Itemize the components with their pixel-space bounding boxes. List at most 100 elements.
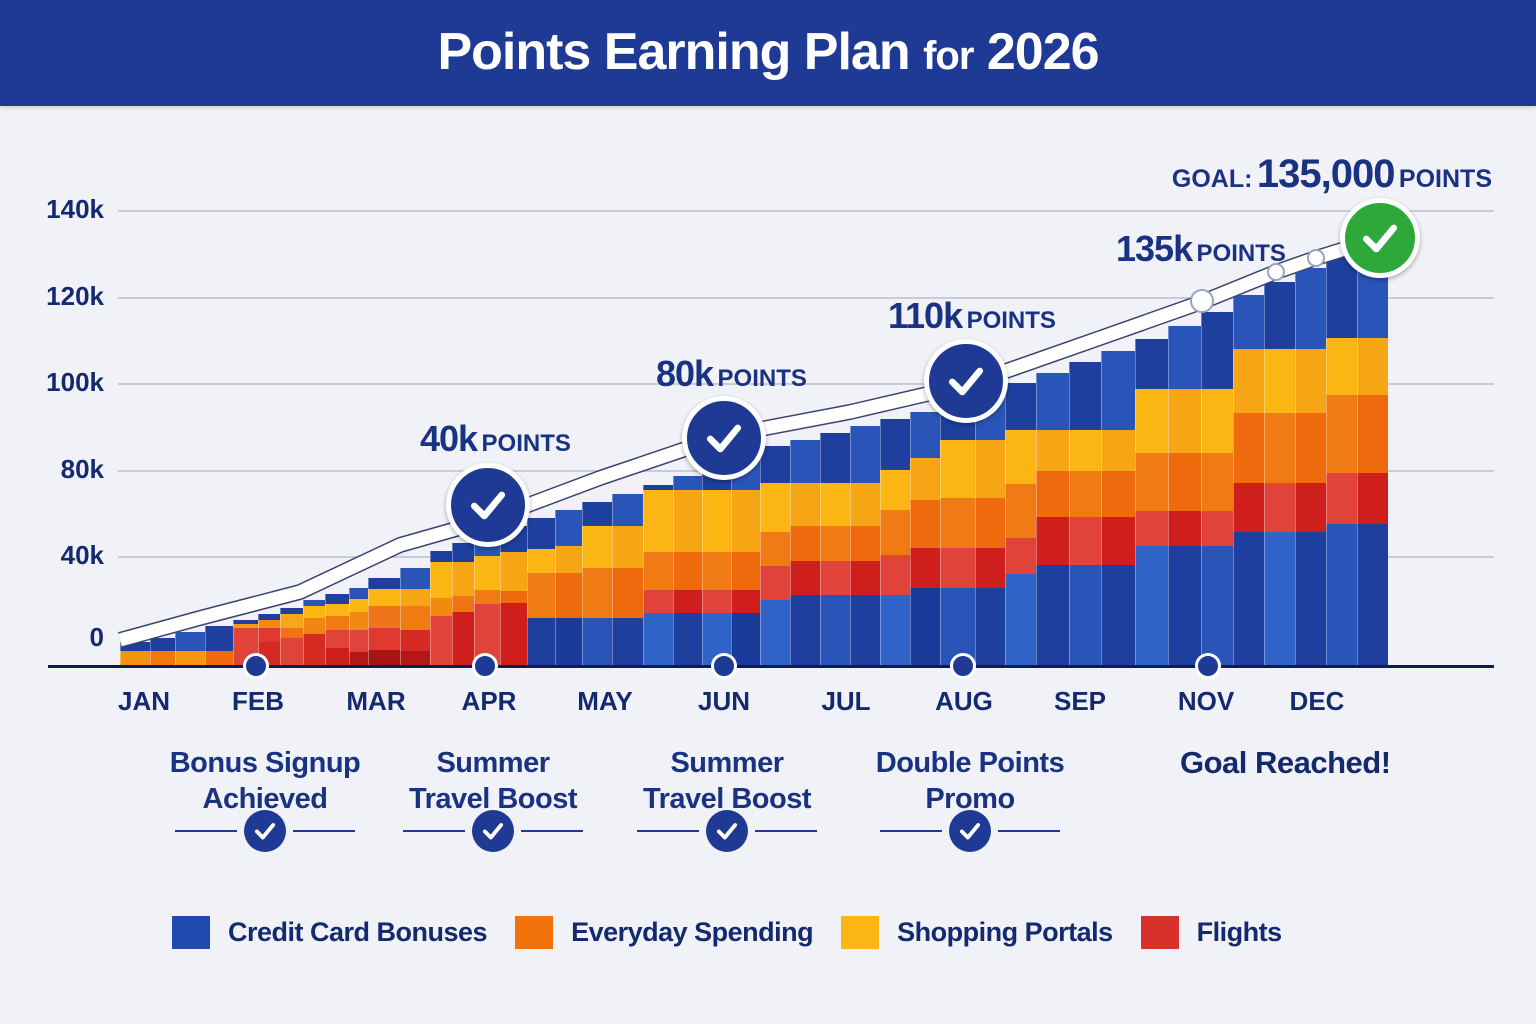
- check-circle-icon: [706, 810, 748, 852]
- event-check-marker: [403, 810, 583, 870]
- bar-segment: [527, 618, 555, 666]
- x-axis-baseline: [48, 665, 1494, 668]
- bar-segment: [1036, 430, 1069, 471]
- timeline-dot: [950, 653, 976, 679]
- legend-swatch: [172, 916, 210, 949]
- bar-segment: [702, 490, 731, 552]
- event-line1: Bonus Signup: [169, 747, 361, 779]
- checkmark-icon: [470, 491, 506, 520]
- bar-segment: [1357, 395, 1388, 473]
- bar-segment: [820, 561, 850, 595]
- page-title: Points Earning Plan for 2026: [0, 22, 1536, 82]
- bar-segment: [940, 440, 975, 498]
- divider: [998, 830, 1060, 832]
- bar-segment: [280, 628, 303, 638]
- legend-swatch: [1140, 916, 1179, 949]
- bar-segment: [1101, 517, 1135, 565]
- bar-segment: [325, 630, 349, 648]
- x-axis-month-label: SEP: [1053, 686, 1107, 716]
- bar-segment: [820, 483, 850, 526]
- bar-segment: [452, 596, 474, 612]
- milestone-check-badge: [446, 463, 530, 547]
- bar-segment: [760, 600, 790, 666]
- x-axis-month-label: AUG: [935, 686, 993, 716]
- checkmark-icon: [706, 424, 742, 453]
- bar-segment: [1069, 362, 1101, 430]
- bar-segment: [1326, 395, 1357, 473]
- bar-segment: [582, 502, 612, 526]
- milestone-unit: POINTS: [481, 430, 571, 457]
- bar-segment: [880, 510, 910, 555]
- bar-segment: [303, 606, 325, 618]
- divider: [521, 830, 583, 832]
- bar-segment: [349, 599, 368, 612]
- bar-segment: [612, 568, 643, 618]
- milestone-unit: POINTS: [966, 307, 1056, 334]
- bar-segment: [555, 618, 582, 666]
- x-axis-month-label: JUL: [821, 686, 871, 716]
- x-axis-month-label: FEB: [232, 686, 284, 716]
- y-axis-label: 100k: [46, 367, 104, 397]
- bar-segment: [1233, 532, 1264, 666]
- checkmark-icon: [948, 367, 984, 396]
- bar-segment: [790, 483, 820, 526]
- x-axis-month-label: DEC: [1289, 686, 1345, 716]
- bar-segment: [760, 532, 790, 566]
- event-line1: Summer: [436, 747, 550, 779]
- bar-segment: [400, 630, 430, 651]
- divider: [175, 830, 237, 832]
- milestone-check-badge: [682, 396, 766, 480]
- bar-segment: [673, 476, 702, 490]
- bar-segment: [1005, 484, 1036, 538]
- bar-segment: [1326, 255, 1357, 338]
- bar-segment: [452, 543, 474, 562]
- bar-segment: [500, 552, 527, 591]
- bar-segment: [400, 651, 430, 666]
- bar-segment: [1264, 413, 1295, 483]
- bar-segment: [527, 518, 555, 549]
- gridline: [118, 210, 1494, 212]
- y-axis-label: 80k: [60, 454, 104, 484]
- bar-segment: [643, 613, 673, 666]
- divider: [755, 830, 817, 832]
- x-axis-month-label: APR: [461, 686, 517, 716]
- bar-segment: [1135, 511, 1168, 546]
- checkmark-icon: [254, 823, 276, 840]
- bar-segment: [850, 526, 880, 561]
- chart-plot-area: 140k 120k 100k 80k 40k 0 40k POINTS 80k POINTS 1…: [46, 194, 1494, 679]
- bar-segment: [400, 568, 430, 589]
- bar-segment: [400, 589, 430, 606]
- bar-segment: [673, 552, 702, 590]
- bar-segment: [850, 426, 880, 483]
- event-line1: Double Points: [875, 747, 1065, 779]
- bar-segment: [880, 555, 910, 595]
- bar-segment: [1135, 453, 1168, 511]
- bar-segment: [452, 562, 474, 596]
- bar-segment: [1295, 268, 1326, 349]
- bar-segment: [1101, 430, 1135, 471]
- bar-segment: [731, 613, 760, 666]
- title-year: 2026: [986, 23, 1100, 81]
- y-axis-label: 120k: [46, 281, 104, 311]
- bar-segment: [940, 548, 975, 588]
- bar-segment: [1295, 483, 1326, 532]
- bar-segment: [474, 590, 500, 604]
- legend-item: Credit Card Bonuses: [172, 916, 488, 949]
- bar-segment: [368, 578, 400, 589]
- bar-segment: [1233, 349, 1264, 413]
- bar-segment: [1069, 517, 1101, 565]
- bar-segment: [1295, 413, 1326, 483]
- bar-segment: [731, 590, 760, 613]
- checkmark-icon: [716, 823, 738, 840]
- milestone-value: 110k: [888, 295, 963, 336]
- bar-segment: [673, 490, 702, 552]
- x-axis-month-label: JUN: [697, 686, 751, 716]
- bar-segment: [850, 595, 880, 666]
- bar-segment: [555, 573, 582, 618]
- bar-segment: [205, 651, 233, 666]
- bar-segment: [582, 526, 612, 568]
- bar-segment: [1326, 473, 1357, 524]
- event-line2: Promo: [925, 783, 1015, 815]
- milestone-value: 135k: [1116, 228, 1193, 269]
- bar-segment: [430, 598, 452, 616]
